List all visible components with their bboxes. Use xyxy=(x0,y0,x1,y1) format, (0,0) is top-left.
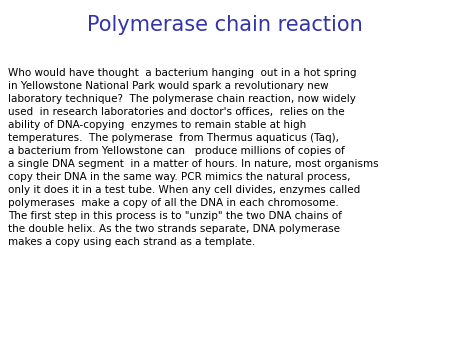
Text: Who would have thought  a bacterium hanging  out in a hot spring
in Yellowstone : Who would have thought a bacterium hangi… xyxy=(8,68,379,247)
Text: Polymerase chain reaction: Polymerase chain reaction xyxy=(87,15,363,35)
